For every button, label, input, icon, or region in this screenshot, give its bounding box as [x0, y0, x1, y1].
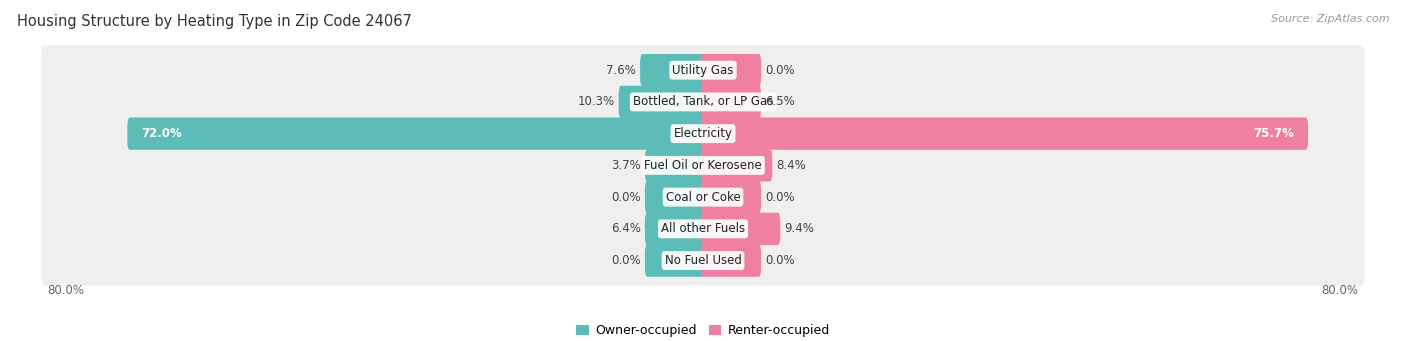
FancyBboxPatch shape — [645, 244, 706, 277]
Text: 7.6%: 7.6% — [606, 64, 636, 77]
Text: 0.0%: 0.0% — [765, 64, 794, 77]
Text: Source: ZipAtlas.com: Source: ZipAtlas.com — [1271, 14, 1389, 24]
FancyBboxPatch shape — [645, 149, 706, 181]
Text: 9.4%: 9.4% — [785, 222, 814, 235]
FancyBboxPatch shape — [619, 86, 706, 118]
Text: Bottled, Tank, or LP Gas: Bottled, Tank, or LP Gas — [633, 95, 773, 108]
Text: Coal or Coke: Coal or Coke — [665, 191, 741, 204]
FancyBboxPatch shape — [640, 54, 706, 86]
FancyBboxPatch shape — [41, 204, 1365, 254]
FancyBboxPatch shape — [645, 213, 706, 245]
Text: 0.0%: 0.0% — [612, 191, 641, 204]
Text: 6.4%: 6.4% — [612, 222, 641, 235]
Text: 6.5%: 6.5% — [765, 95, 794, 108]
FancyBboxPatch shape — [41, 77, 1365, 127]
FancyBboxPatch shape — [645, 181, 706, 213]
FancyBboxPatch shape — [41, 45, 1365, 95]
Text: 10.3%: 10.3% — [578, 95, 614, 108]
Text: 75.7%: 75.7% — [1253, 127, 1294, 140]
FancyBboxPatch shape — [700, 244, 761, 277]
FancyBboxPatch shape — [700, 86, 761, 118]
Text: Housing Structure by Heating Type in Zip Code 24067: Housing Structure by Heating Type in Zip… — [17, 14, 412, 29]
Text: Electricity: Electricity — [673, 127, 733, 140]
FancyBboxPatch shape — [700, 117, 1308, 150]
FancyBboxPatch shape — [700, 213, 780, 245]
FancyBboxPatch shape — [700, 54, 761, 86]
FancyBboxPatch shape — [700, 149, 772, 181]
Text: 0.0%: 0.0% — [612, 254, 641, 267]
FancyBboxPatch shape — [41, 172, 1365, 222]
Text: 3.7%: 3.7% — [612, 159, 641, 172]
FancyBboxPatch shape — [700, 181, 761, 213]
FancyBboxPatch shape — [41, 140, 1365, 191]
FancyBboxPatch shape — [128, 117, 706, 150]
Text: No Fuel Used: No Fuel Used — [665, 254, 741, 267]
Text: 0.0%: 0.0% — [765, 254, 794, 267]
Text: 8.4%: 8.4% — [776, 159, 806, 172]
FancyBboxPatch shape — [41, 236, 1365, 286]
Text: Fuel Oil or Kerosene: Fuel Oil or Kerosene — [644, 159, 762, 172]
Legend: Owner-occupied, Renter-occupied: Owner-occupied, Renter-occupied — [576, 324, 830, 337]
Text: 72.0%: 72.0% — [142, 127, 183, 140]
Text: 0.0%: 0.0% — [765, 191, 794, 204]
Text: Utility Gas: Utility Gas — [672, 64, 734, 77]
Text: All other Fuels: All other Fuels — [661, 222, 745, 235]
FancyBboxPatch shape — [41, 108, 1365, 159]
